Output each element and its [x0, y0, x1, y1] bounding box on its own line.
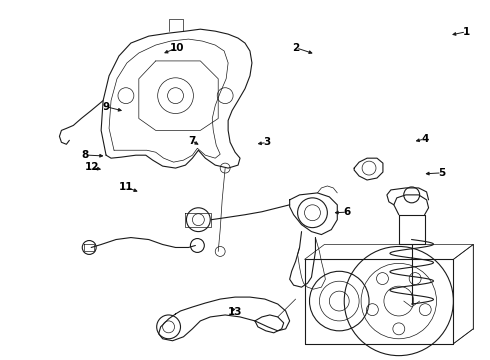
Text: 13: 13 — [228, 307, 243, 317]
Text: 7: 7 — [188, 136, 195, 146]
Text: 10: 10 — [170, 43, 184, 53]
Text: 2: 2 — [293, 43, 300, 53]
Text: 4: 4 — [421, 134, 429, 144]
Text: 11: 11 — [119, 182, 133, 192]
Text: 9: 9 — [103, 102, 110, 112]
Text: 5: 5 — [438, 168, 445, 178]
Text: 1: 1 — [463, 27, 470, 37]
Text: 3: 3 — [263, 138, 270, 148]
Text: 12: 12 — [85, 162, 99, 172]
Text: 8: 8 — [81, 150, 88, 160]
Text: 6: 6 — [343, 207, 351, 217]
